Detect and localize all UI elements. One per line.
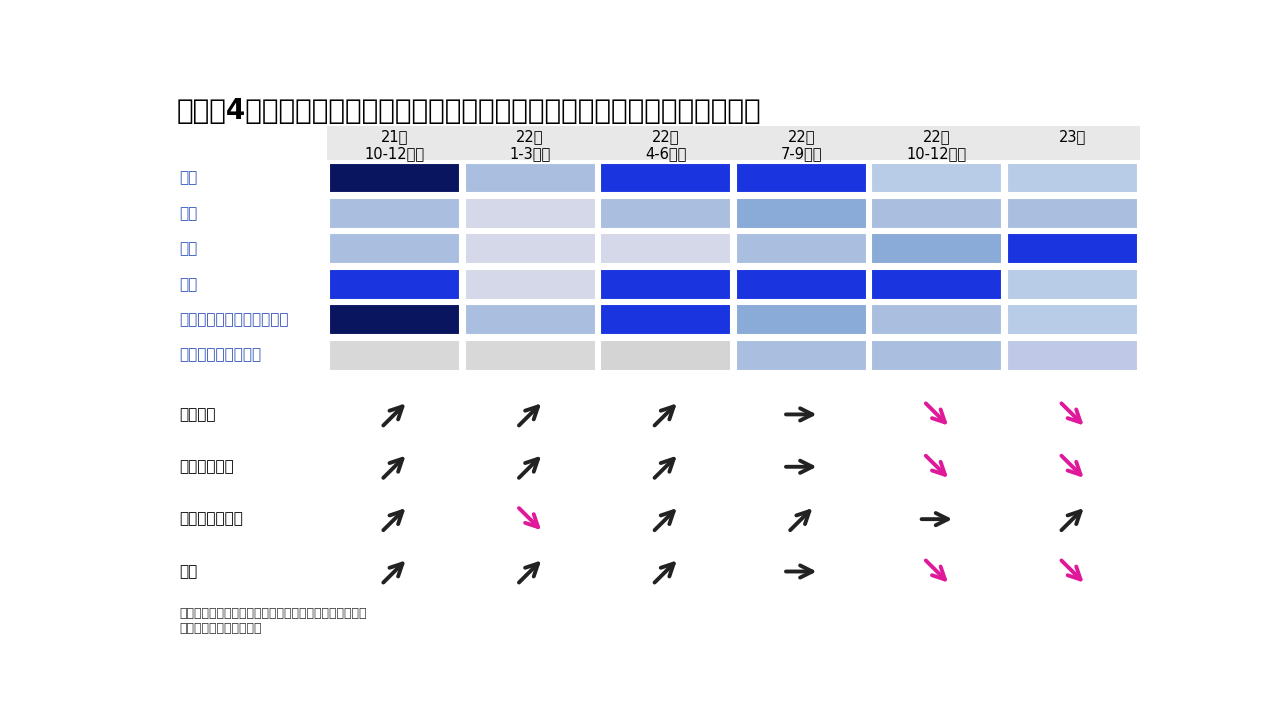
Bar (872, 305, 1002, 335)
Bar (465, 340, 595, 371)
Text: 21年
10-12月期: 21年 10-12月期 (365, 129, 425, 161)
Bar (329, 269, 460, 300)
Bar (465, 305, 595, 335)
Bar (465, 198, 595, 229)
Bar (465, 163, 595, 194)
Bar (1007, 269, 1138, 300)
Bar (872, 340, 1002, 371)
Bar (872, 198, 1002, 229)
Bar (1007, 163, 1138, 194)
Bar (326, 127, 1140, 161)
Text: 米国: 米国 (179, 171, 197, 186)
Text: （図表4）　主要地域の景気モメンタムと資産価格の方向性についての見通し: （図表4） 主要地域の景気モメンタムと資産価格の方向性についての見通し (177, 97, 762, 125)
Text: 23年: 23年 (1059, 129, 1087, 144)
Text: 商品価格: 商品価格 (179, 407, 216, 422)
Text: 中国: 中国 (179, 206, 197, 221)
Bar (465, 233, 595, 264)
Bar (1007, 233, 1138, 264)
Bar (736, 305, 867, 335)
Bar (1007, 305, 1138, 335)
Text: グローバル株価: グローバル株価 (179, 512, 243, 526)
Text: 日本: 日本 (179, 276, 197, 292)
Bar (872, 163, 1002, 194)
Bar (1007, 340, 1138, 371)
Bar (736, 163, 867, 194)
Text: （注）モメンタムの色についての説明は図表１を参照。
（出所）インベスコ作成: （注）モメンタムの色についての説明は図表１を参照。 （出所）インベスコ作成 (179, 607, 367, 635)
Bar (600, 305, 731, 335)
Bar (736, 198, 867, 229)
Text: ドル: ドル (179, 564, 197, 579)
Text: アジア以外の新興国: アジア以外の新興国 (179, 348, 261, 363)
Bar (1007, 198, 1138, 229)
Bar (465, 269, 595, 300)
Bar (329, 198, 460, 229)
Bar (329, 233, 460, 264)
Text: 22年
7-9月期: 22年 7-9月期 (781, 129, 822, 161)
Bar (872, 233, 1002, 264)
Text: 米国長期金利: 米国長期金利 (179, 459, 234, 474)
Bar (736, 269, 867, 300)
Text: 22年
10-12月期: 22年 10-12月期 (906, 129, 966, 161)
Bar (600, 163, 731, 194)
Bar (872, 269, 1002, 300)
Bar (600, 198, 731, 229)
Bar (329, 340, 460, 371)
Text: 欧州: 欧州 (179, 241, 197, 256)
Bar (600, 269, 731, 300)
Bar (329, 305, 460, 335)
Bar (736, 340, 867, 371)
Text: 22年
1-3月期: 22年 1-3月期 (509, 129, 550, 161)
Bar (329, 163, 460, 194)
Text: アジア新興国（中国以外）: アジア新興国（中国以外） (179, 312, 289, 327)
Bar (600, 233, 731, 264)
Text: 22年
4-6月期: 22年 4-6月期 (645, 129, 686, 161)
Bar (736, 233, 867, 264)
Bar (600, 340, 731, 371)
